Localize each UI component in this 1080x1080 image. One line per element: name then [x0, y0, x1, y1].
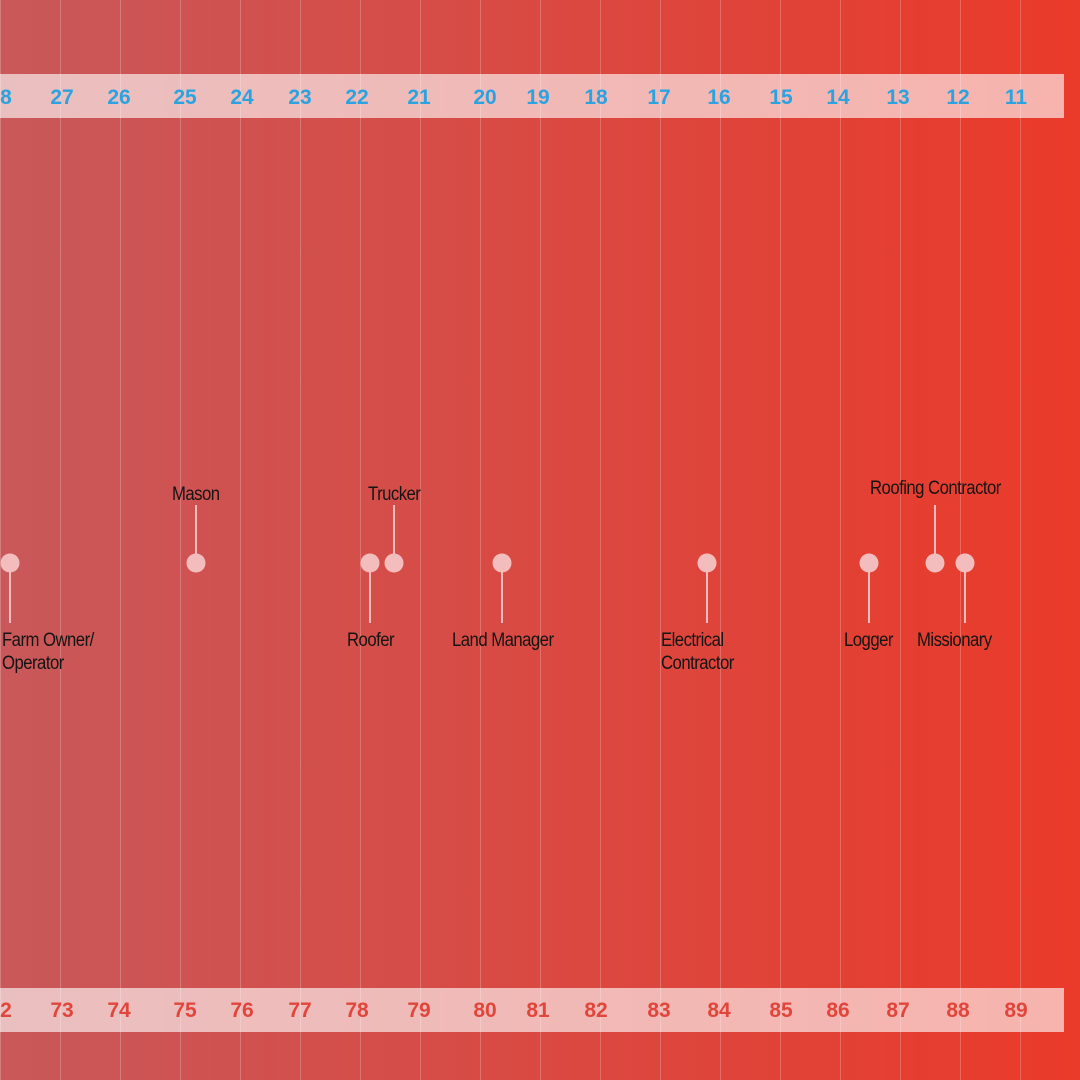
bottom-axis-tick-label: 88	[946, 999, 970, 1022]
top-axis-tick-label: 24	[230, 86, 254, 109]
bottom-axis-tick-label: 75	[173, 999, 197, 1022]
bottom-axis-tick-label: 86	[826, 999, 850, 1022]
bottom-axis-tick-label: 89	[1004, 999, 1028, 1022]
data-point-marker	[925, 553, 945, 573]
bottom-axis-tick-label: 74	[107, 999, 131, 1022]
gridline	[240, 0, 241, 1080]
bottom-axis-tick-label: 83	[647, 999, 671, 1022]
gridline	[480, 0, 481, 1080]
top-axis-tick-label: 20	[473, 86, 497, 109]
bottom-axis-band	[0, 988, 1064, 1032]
top-axis-tick-label: 13	[886, 86, 910, 109]
gridline	[840, 0, 841, 1080]
data-point-marker	[492, 553, 512, 573]
top-axis-tick-label: 8	[0, 86, 12, 109]
gridline	[720, 0, 721, 1080]
data-point-marker	[955, 553, 975, 573]
gridline	[600, 0, 601, 1080]
pin-stem	[501, 563, 504, 623]
top-axis-tick-label: 14	[826, 86, 850, 109]
gridline	[540, 0, 541, 1080]
point-label: Electrical Contractor	[660, 630, 734, 674]
bottom-axis-tick-label: 78	[345, 999, 369, 1022]
pin-stem	[369, 563, 372, 623]
gridline	[0, 0, 1, 1080]
pin-stem	[393, 505, 396, 563]
top-axis-tick-label: 12	[946, 86, 970, 109]
bottom-axis-tick-label: 82	[584, 999, 608, 1022]
data-point-marker	[0, 553, 20, 573]
top-axis-tick-label: 22	[345, 86, 369, 109]
top-axis-tick-label: 11	[1004, 86, 1028, 109]
bottom-axis-tick-label: 76	[230, 999, 254, 1022]
pin-stem	[8, 563, 11, 623]
point-label: Mason	[172, 484, 220, 505]
gridline	[900, 0, 901, 1080]
point-label: Farm Owner/ Operator	[2, 630, 94, 674]
bottom-axis-tick-label: 2	[0, 999, 12, 1022]
top-axis-tick-label: 18	[584, 86, 608, 109]
point-label: Land Manager	[451, 630, 554, 651]
point-label: Missionary	[916, 630, 992, 651]
pin-stem	[933, 505, 936, 563]
pin-stem	[705, 563, 708, 623]
top-axis-tick-label: 27	[50, 86, 74, 109]
gridline	[1020, 0, 1021, 1080]
data-point-marker	[186, 553, 206, 573]
data-point-marker	[697, 553, 717, 573]
top-axis-tick-label: 16	[707, 86, 731, 109]
gridline	[300, 0, 301, 1080]
gridline	[660, 0, 661, 1080]
point-label: Roofer	[346, 630, 395, 651]
top-axis-tick-label: 23	[288, 86, 312, 109]
top-axis-tick-label: 19	[526, 86, 550, 109]
gridline	[420, 0, 421, 1080]
top-axis-tick-label: 26	[107, 86, 131, 109]
data-point-marker	[360, 553, 380, 573]
bottom-axis-tick-label: 73	[50, 999, 74, 1022]
gridline	[960, 0, 961, 1080]
top-axis-tick-label: 21	[407, 86, 431, 109]
top-axis-tick-label: 15	[769, 86, 793, 109]
point-label: Logger	[844, 630, 894, 651]
bottom-axis-tick-label: 87	[886, 999, 910, 1022]
point-label: Roofing Contractor	[869, 478, 1001, 499]
bottom-axis-tick-label: 80	[473, 999, 497, 1022]
gridline	[180, 0, 181, 1080]
top-axis-tick-label: 25	[173, 86, 197, 109]
pin-stem	[867, 563, 870, 623]
bottom-axis-tick-label: 81	[526, 999, 550, 1022]
gridline	[60, 0, 61, 1080]
pin-stem	[963, 563, 966, 623]
data-point-marker	[384, 553, 404, 573]
gridline	[360, 0, 361, 1080]
pin-stem	[195, 505, 198, 563]
point-label: Trucker	[368, 484, 421, 505]
bottom-axis-tick-label: 79	[407, 999, 431, 1022]
data-point-marker	[859, 553, 879, 573]
bottom-axis-tick-label: 84	[707, 999, 731, 1022]
bottom-axis-tick-label: 77	[288, 999, 312, 1022]
top-axis-band	[0, 74, 1064, 118]
gridline	[780, 0, 781, 1080]
top-axis-tick-label: 17	[647, 86, 671, 109]
gridline	[120, 0, 121, 1080]
bottom-axis-tick-label: 85	[769, 999, 793, 1022]
